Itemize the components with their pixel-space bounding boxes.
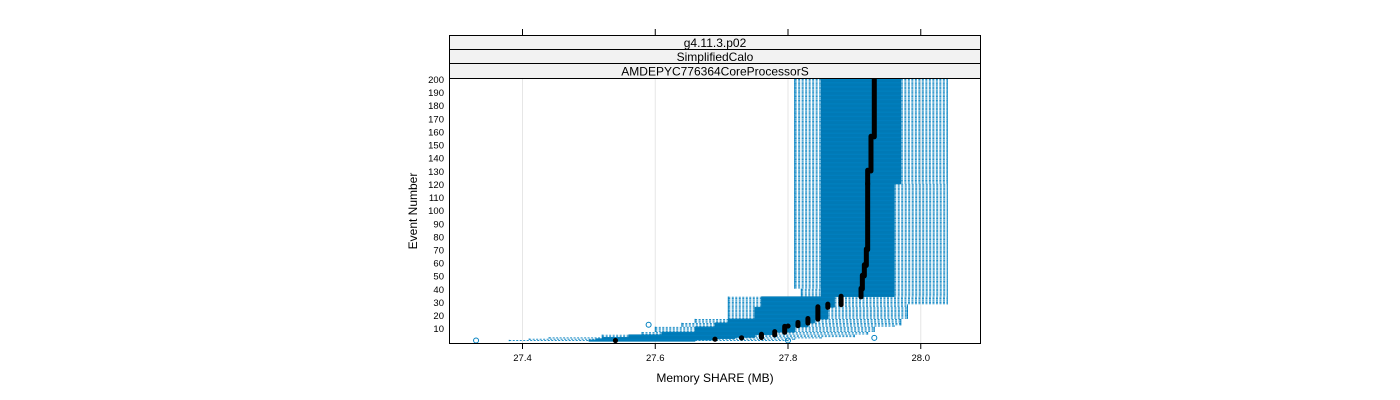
strip-1: g4.11.3.p02 (449, 35, 981, 50)
median-point-1 (712, 336, 718, 342)
median-point-0 (612, 337, 619, 344)
median-point-2 (738, 335, 745, 341)
iqr-box (761, 296, 835, 299)
x-axis-title: Memory SHARE (MB) (656, 371, 773, 385)
x-axis-tick-labels: 27.4 27.6 27.8 28.0 (513, 353, 930, 364)
y-tick-label-17: 180 (428, 101, 444, 112)
median-point-6 (785, 323, 791, 329)
x-tick-label-3: 28.0 (912, 353, 931, 364)
x-tick-label-0: 27.4 (513, 353, 532, 364)
box-segment-11 (727, 296, 948, 305)
box-segment-15 (794, 249, 948, 266)
grid-lines (522, 78, 922, 344)
outlier-2 (645, 321, 652, 328)
box-segment-13 (794, 275, 948, 290)
median-series (612, 76, 877, 344)
strip-label-1: g4.11.3.p02 (684, 36, 747, 50)
box-segment-19 (794, 78, 948, 138)
x-tick-label-2: 27.8 (779, 353, 798, 364)
y-tick-label-0: 10 (433, 324, 444, 335)
y-axis-tick-labels: 10 20 30 40 50 60 70 80 90 100 110 120 130 140 150 160 1… (428, 75, 444, 335)
strip-3: AMDEPYC776364CoreProcessorS (449, 63, 981, 79)
outlier-3 (871, 334, 878, 341)
strip-label-3: AMDEPYC776364CoreProcessorS (621, 65, 808, 79)
box-segment-12 (800, 288, 948, 298)
y-tick-label-15: 160 (428, 127, 444, 138)
box-segment-3 (601, 334, 855, 338)
y-tick-label-19: 200 (428, 75, 444, 86)
box-segment-14 (794, 264, 948, 277)
outlier-0 (473, 337, 480, 344)
y-tick-label-3: 40 (433, 285, 444, 296)
y-tick-label-16: 170 (428, 114, 444, 125)
box-segment-16 (794, 183, 948, 250)
y-tick-label-7: 80 (433, 232, 444, 243)
box-segment-8 (694, 318, 902, 324)
y-tick-label-4: 50 (433, 272, 444, 283)
x-tick-label-1: 27.6 (646, 353, 665, 364)
y-tick-label-8: 90 (433, 219, 444, 230)
y-tick-label-14: 150 (428, 141, 444, 152)
x-axis-top-ticks (522, 29, 922, 36)
y-tick-label-9: 100 (428, 206, 444, 217)
boxplot-series (508, 78, 948, 342)
iqr-box (821, 78, 902, 81)
box-segment-17 (794, 170, 948, 185)
y-tick-label-18: 190 (428, 88, 444, 99)
y-tick-label-12: 130 (428, 167, 444, 178)
box-segment-10 (727, 304, 908, 308)
box-segment-18 (794, 136, 948, 172)
x-axis-bottom-ticks (522, 343, 922, 349)
y-tick-label-1: 20 (433, 311, 444, 322)
strip-label-2: SimplifiedCalo (677, 50, 754, 64)
box-segment-5 (654, 326, 875, 333)
y-tick-label-2: 30 (433, 298, 444, 309)
y-tick-label-6: 70 (433, 246, 444, 257)
y-tick-label-13: 140 (428, 154, 444, 165)
y-tick-label-5: 60 (433, 259, 444, 270)
strip-2: SimplifiedCalo (449, 49, 981, 64)
y-tick-label-10: 110 (429, 193, 444, 204)
y-tick-label-11: 120 (428, 180, 444, 191)
y-axis-title: Event Number (406, 173, 420, 250)
